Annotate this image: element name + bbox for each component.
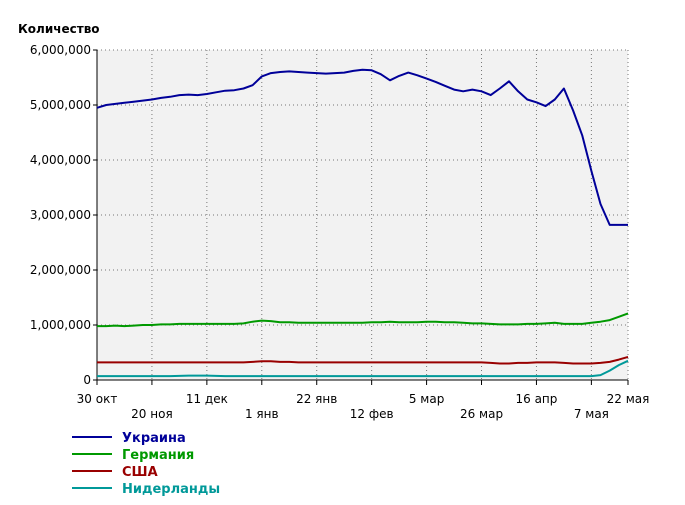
x-tick-label: 16 апр xyxy=(515,392,557,406)
y-tick-label: 4,000,000 xyxy=(30,153,91,167)
x-tick-label: 22 янв xyxy=(296,392,337,406)
x-tick-label: 5 мар xyxy=(409,392,444,406)
x-axis: 30 окт 20 ноя 11 дек 1 янв 22 янв 12 фев 5 мар… xyxy=(77,379,650,421)
y-axis-label: Количество xyxy=(18,22,100,36)
series-line xyxy=(97,312,629,328)
x-tick-label: 11 дек xyxy=(186,392,228,406)
legend: Украина Германия США Нидерланды xyxy=(72,431,220,497)
x-tick-label: 22 мая xyxy=(607,392,650,406)
legend-label: США xyxy=(122,465,158,480)
plot-background xyxy=(97,50,628,380)
x-tick-label: 26 мар xyxy=(460,407,503,421)
series-line xyxy=(96,68,628,226)
legend-label: Нидерланды xyxy=(122,482,220,497)
y-tick-label: 5,000,000 xyxy=(30,98,91,112)
series-line xyxy=(97,355,629,365)
legend-label: Германия xyxy=(122,448,194,463)
x-tick-label: 30 окт xyxy=(77,392,118,406)
y-tick-label: 1,000,000 xyxy=(30,318,91,332)
series-line xyxy=(97,359,629,378)
x-tick-label: 7 мая xyxy=(574,407,609,421)
y-tick-label: 0 xyxy=(83,373,91,387)
series-lines xyxy=(96,68,629,378)
y-tick-label: 2,000,000 xyxy=(30,263,91,277)
y-axis: 0 1,000,000 2,000,000 3,000,000 4,000,000 5,0… xyxy=(30,43,98,387)
x-tick-label: 1 янв xyxy=(245,407,279,421)
x-tick-label: 12 фев xyxy=(350,407,394,421)
grid xyxy=(97,49,629,380)
plot-area xyxy=(97,50,628,380)
y-tick-label: 3,000,000 xyxy=(30,208,91,222)
x-tick-label: 20 ноя xyxy=(131,407,173,421)
y-tick-label: 6,000,000 xyxy=(30,43,91,57)
legend-label: Украина xyxy=(122,431,186,446)
